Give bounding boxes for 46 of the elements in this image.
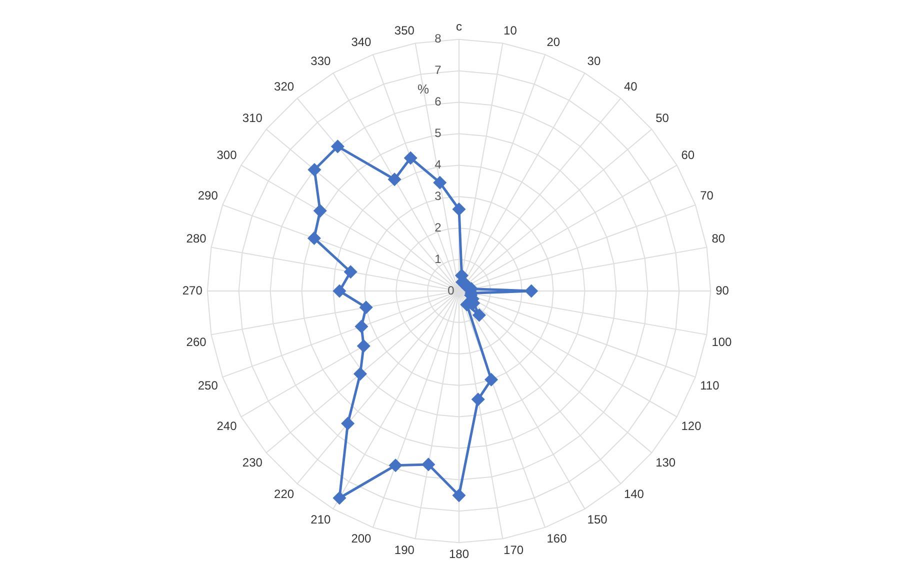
spoke-label: 220	[274, 487, 294, 502]
text: %	[417, 81, 430, 96]
spoke-label: 50	[656, 111, 670, 126]
y-tick-label: 8	[434, 32, 442, 46]
spoke-label: 10	[504, 23, 518, 38]
spoke-label: 60	[681, 148, 695, 162]
spoke-label: 110	[700, 378, 720, 392]
spoke-label: c	[456, 20, 462, 34]
spoke-label: 240	[216, 418, 238, 433]
y-tick-label: 7	[434, 63, 442, 78]
spoke-label: 230	[242, 455, 263, 470]
y-tick-label: 0	[448, 283, 455, 298]
y-tick-label: 5	[434, 126, 442, 140]
spoke-label: 100	[712, 335, 732, 350]
spoke-label: 180	[448, 547, 470, 562]
y-tick-label: 6	[434, 94, 442, 109]
spoke-label: 260	[186, 335, 207, 350]
spoke-label: 80	[712, 232, 726, 246]
spoke-label: 210	[310, 512, 332, 527]
y-tick-label: 4	[434, 158, 442, 172]
spoke-label: 70	[700, 188, 714, 202]
spoke-label: 280	[186, 232, 207, 246]
spoke-label: 250	[198, 378, 218, 392]
y-tick-label: 1	[434, 252, 442, 266]
spoke-label: 20	[546, 34, 560, 49]
spoke-label: 290	[198, 188, 218, 202]
spoke-label: 340	[351, 34, 372, 49]
y-tick-label: 2	[434, 220, 442, 234]
spoke-label: 120	[681, 418, 702, 433]
spoke-label: 350	[394, 23, 415, 38]
spoke-label: 150	[587, 512, 608, 527]
spoke-label: 200	[351, 532, 372, 546]
spoke-label: 90	[716, 283, 730, 298]
spoke-label: 140	[624, 487, 644, 502]
spoke-label: 160	[546, 532, 568, 546]
y-tick-label: 3	[434, 188, 442, 203]
spoke-label: 190	[394, 543, 415, 558]
spoke-label: 320	[274, 80, 294, 94]
spoke-label: 170	[504, 543, 524, 558]
spoke-label: 330	[310, 54, 332, 68]
spoke-label: 270	[182, 283, 203, 298]
spoke-label: 310	[242, 111, 263, 126]
spoke-label: 30	[587, 54, 601, 68]
spoke-label: 300	[216, 148, 238, 162]
spoke-label: 40	[624, 80, 638, 94]
spoke-label: 130	[656, 455, 676, 470]
